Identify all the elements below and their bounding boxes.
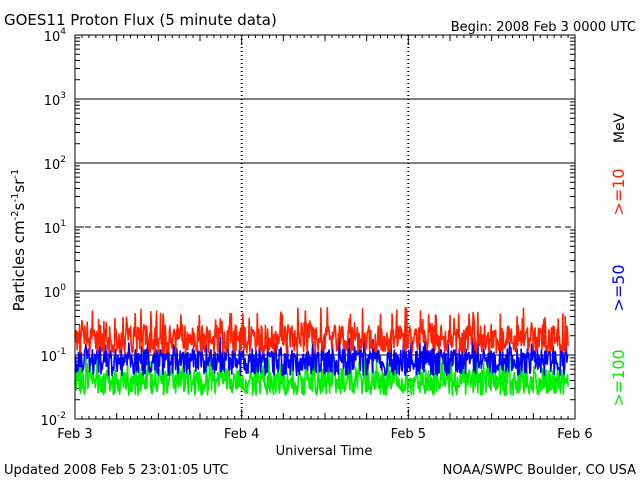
y-tick-label: 104 bbox=[44, 27, 67, 45]
credit-label: NOAA/SWPC Boulder, CO USA bbox=[443, 463, 636, 478]
legend-ge50: >=50 bbox=[609, 264, 628, 311]
y-tick-base: 10 bbox=[44, 158, 61, 173]
y-axis-title-particles: Particles cm bbox=[10, 220, 28, 311]
plot-frame bbox=[74, 34, 576, 420]
series-line-ge10 bbox=[74, 306, 569, 355]
y-tick-exponent: -1 bbox=[57, 347, 66, 357]
legend-ge10: >=10 bbox=[609, 168, 628, 215]
y-axis-title-s: s bbox=[10, 202, 28, 210]
y-tick-label: 102 bbox=[44, 155, 66, 173]
x-tick-label: Feb 6 bbox=[557, 427, 592, 442]
y-tick-base: 10 bbox=[40, 350, 57, 365]
y-tick-label: 101 bbox=[44, 219, 66, 237]
y-tick-exponent: 3 bbox=[60, 91, 66, 101]
y-axis-title-exp-sr: -1 bbox=[10, 169, 21, 179]
y-tick-exponent: 2 bbox=[60, 155, 66, 165]
y-axis-title-sr: sr bbox=[10, 178, 28, 193]
legend-unit: MeV bbox=[612, 112, 628, 143]
legend-ge100: >=100 bbox=[609, 349, 628, 406]
x-axis-title: Universal Time bbox=[276, 444, 373, 459]
y-axis-title-exp-s: -1 bbox=[10, 193, 21, 203]
y-tick-exponent: 0 bbox=[60, 283, 66, 293]
y-tick-base: 10 bbox=[44, 94, 61, 109]
y-tick-exponent: 4 bbox=[60, 27, 66, 37]
y-tick-base: 10 bbox=[44, 30, 61, 45]
chart-title: GOES11 Proton Flux (5 minute data) bbox=[4, 11, 277, 29]
x-tick-label: Feb 4 bbox=[224, 427, 259, 442]
y-tick-exponent: 1 bbox=[60, 219, 66, 229]
y-tick-base: 10 bbox=[40, 414, 57, 429]
begin-label: Begin: 2008 Feb 3 0000 UTC bbox=[451, 20, 636, 35]
y-axis-title: Particles cm-2s-1sr-1 bbox=[10, 169, 28, 312]
y-tick-base: 10 bbox=[44, 286, 61, 301]
x-tick-label: Feb 3 bbox=[57, 427, 92, 442]
y-axis-title-exp-cm: -2 bbox=[10, 210, 21, 220]
updated-label: Updated 2008 Feb 5 23:01:05 UTC bbox=[4, 463, 229, 478]
y-tick-exponent: -2 bbox=[57, 411, 66, 421]
y-tick-label: 100 bbox=[44, 283, 67, 301]
y-tick-base: 10 bbox=[44, 222, 61, 237]
x-tick-label: Feb 5 bbox=[391, 427, 426, 442]
y-tick-label: 10-2 bbox=[40, 411, 66, 429]
y-tick-label: 10-1 bbox=[40, 347, 66, 365]
y-tick-label: 103 bbox=[44, 91, 66, 109]
